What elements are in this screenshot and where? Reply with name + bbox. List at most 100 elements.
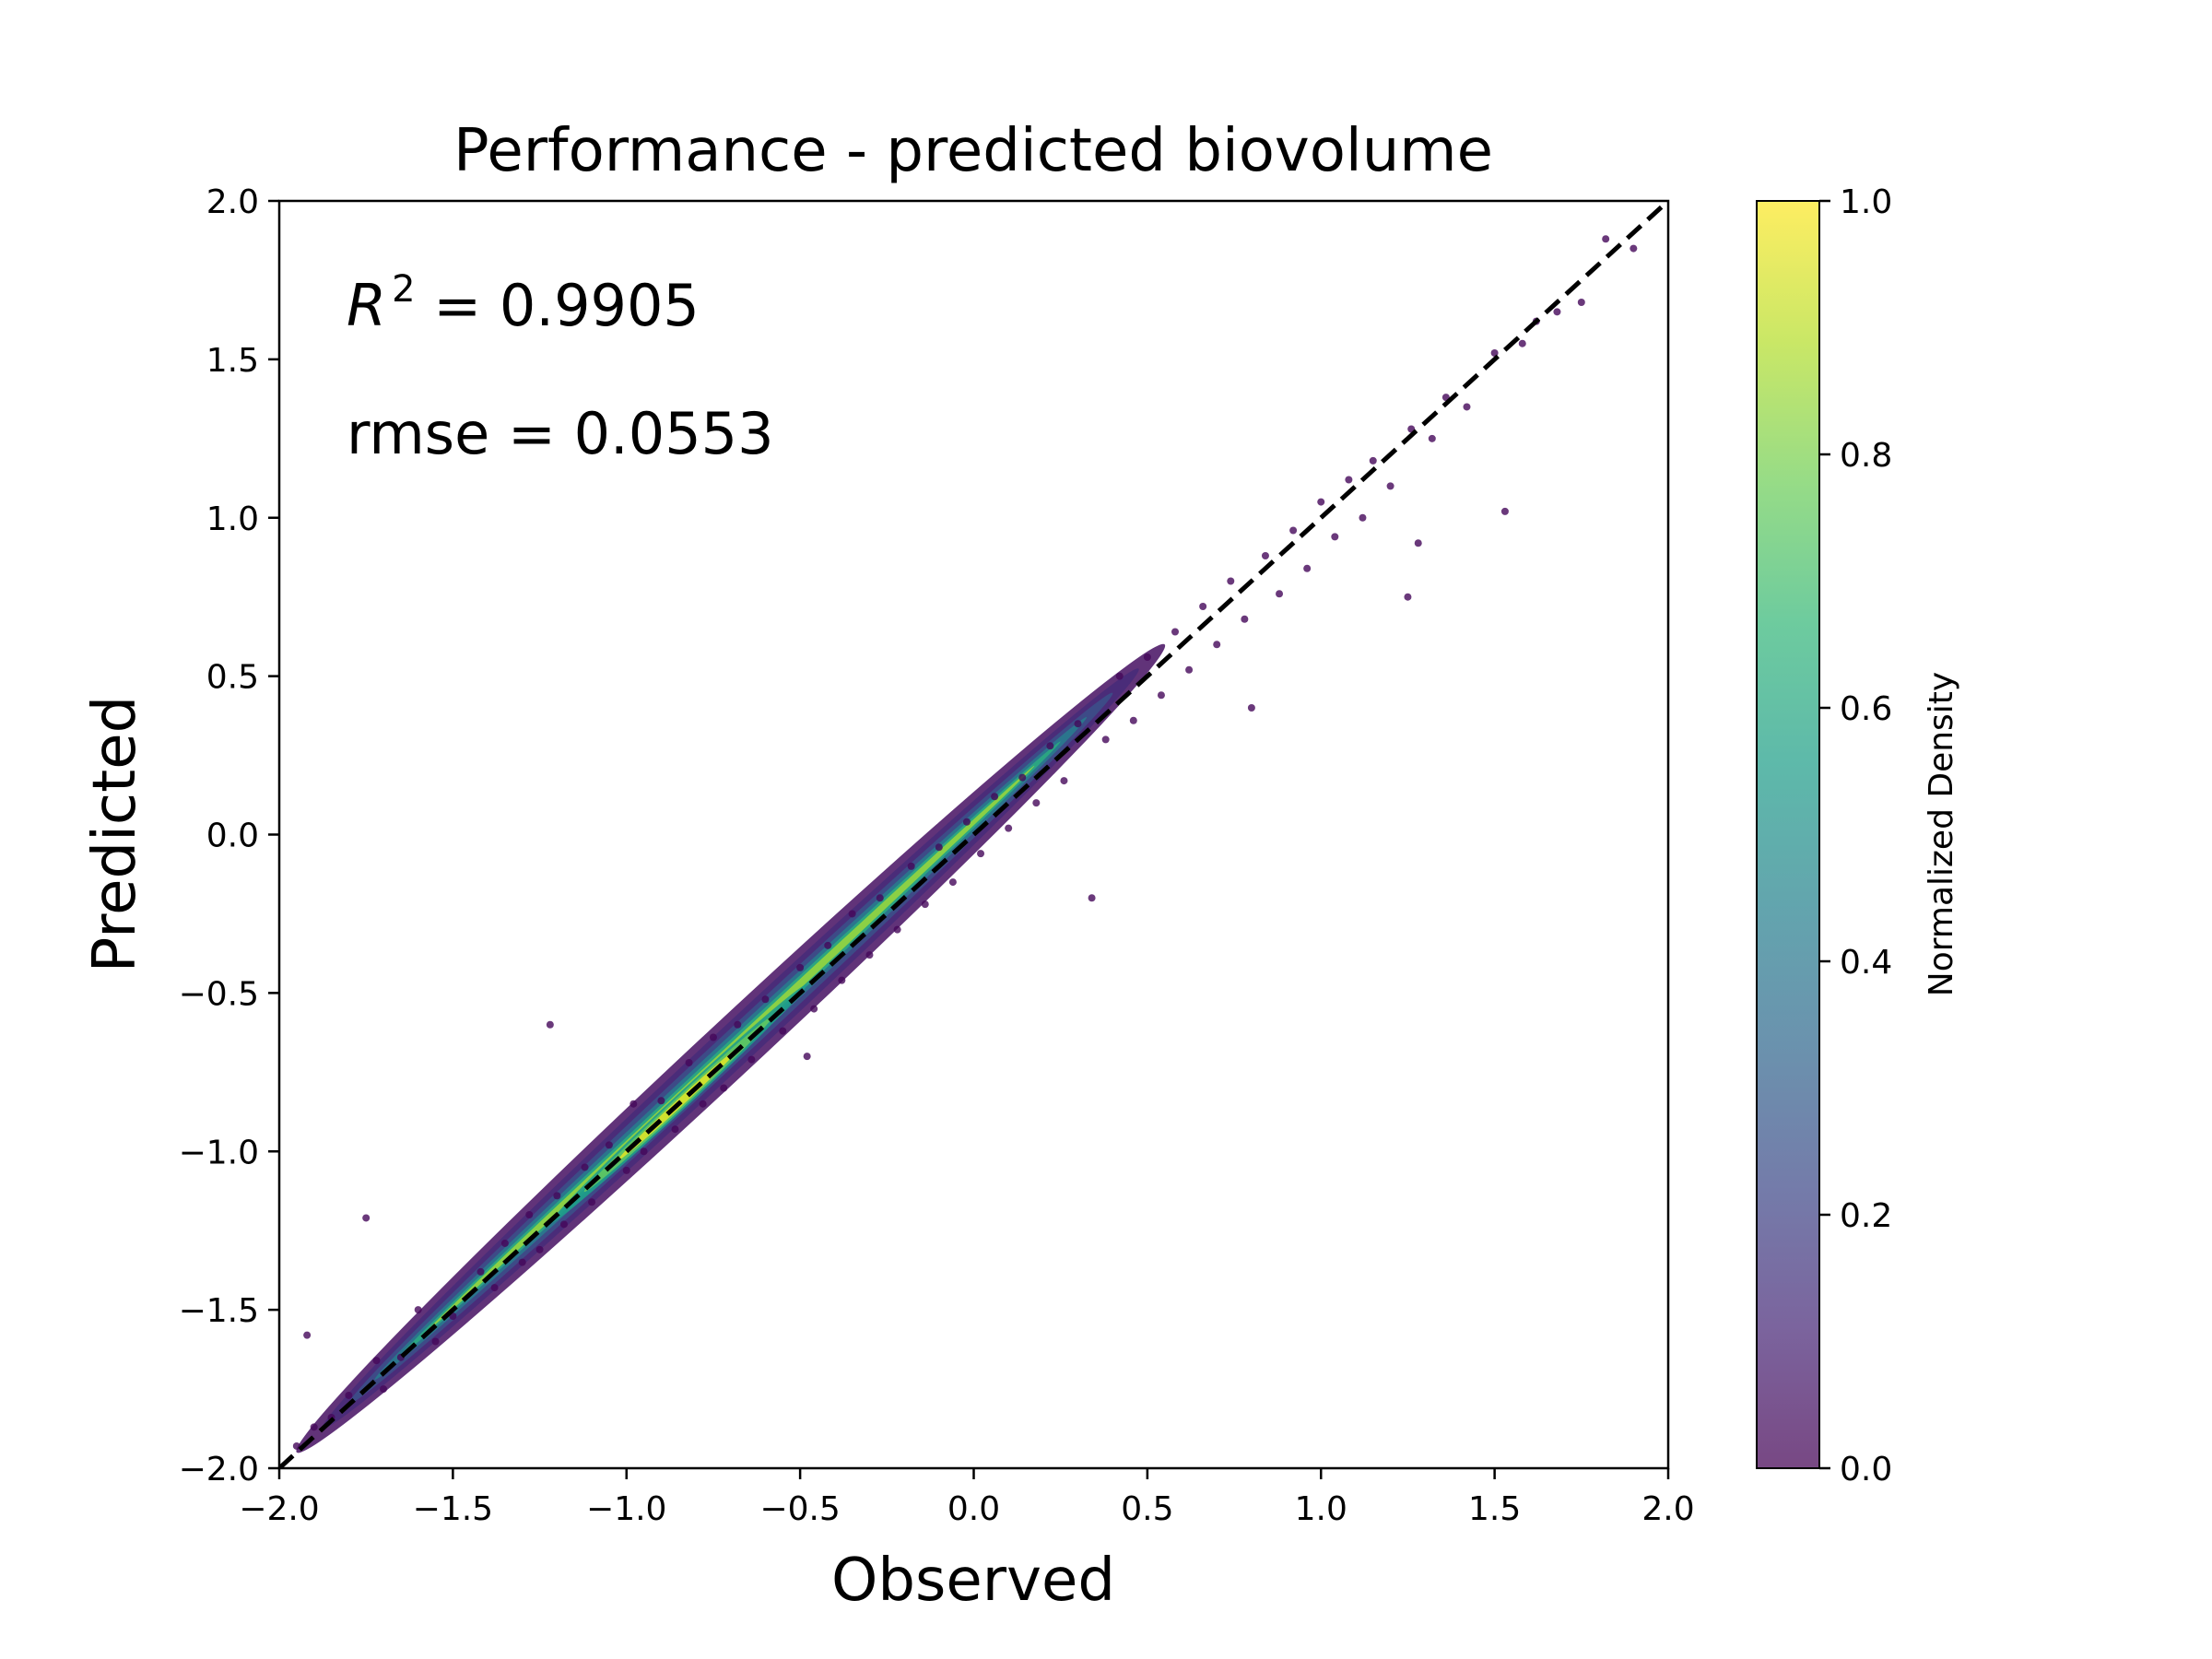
scatter-point — [1463, 403, 1471, 411]
scatter-point — [1577, 299, 1585, 306]
scatter-point — [1289, 526, 1298, 535]
y-tick-label: 0.5 — [206, 659, 259, 697]
scatter-point — [779, 1027, 787, 1035]
scatter-point — [848, 910, 856, 918]
scatter-point — [1276, 590, 1284, 598]
scatter-point — [581, 1163, 589, 1171]
scatter-point — [1213, 641, 1221, 649]
scatter-point — [518, 1258, 526, 1266]
scatter-point — [803, 1053, 811, 1061]
scatter-point — [546, 1020, 554, 1029]
scatter-point — [876, 894, 884, 902]
scatter-point — [1345, 476, 1353, 484]
rmse-annotation: rmse = 0.0553 — [347, 400, 774, 467]
scatter-point — [1129, 716, 1137, 724]
scatter-point — [1386, 482, 1394, 490]
scatter-point — [935, 843, 943, 852]
scatter-point — [907, 862, 915, 870]
r2-symbol: R — [347, 272, 386, 339]
scatter-point — [303, 1331, 312, 1339]
scatter-point — [720, 1084, 728, 1092]
chart-title: Performance - predicted biovolume — [453, 117, 1493, 185]
colorbar-ticks: 0.0 0.2 0.4 0.6 0.8 1.0 — [1819, 183, 1892, 1488]
scatter-point — [699, 1100, 707, 1108]
scatter-point — [1032, 799, 1041, 807]
colorbar-tick-label: 0.0 — [1840, 1451, 1892, 1488]
scatter-point — [671, 1125, 679, 1134]
colorbar-label: Normalized Density — [1923, 672, 1960, 996]
scatter-point — [1303, 564, 1312, 572]
scatter-point — [1143, 653, 1151, 661]
scatter-point — [1630, 244, 1638, 253]
scatter-point — [1261, 552, 1269, 559]
scatter-point — [991, 793, 999, 801]
x-tick-label: 1.5 — [1468, 1490, 1521, 1528]
y-axis-label: Predicted — [81, 696, 149, 972]
colorbar-tick-label: 0.4 — [1840, 944, 1892, 982]
colorbar — [1756, 200, 1820, 1469]
x-tick-label: 0.5 — [1121, 1490, 1173, 1528]
scatter-point — [657, 1097, 665, 1105]
scatter-point — [1404, 593, 1412, 601]
scatter-point — [1369, 456, 1377, 465]
scatter-point — [921, 900, 929, 909]
density-cloud — [296, 643, 1166, 1453]
scatter-point — [1199, 603, 1207, 610]
scatter-point — [685, 1059, 693, 1066]
scatter-point — [1060, 777, 1068, 785]
scatter-point — [640, 1147, 648, 1156]
scatter-point — [1602, 235, 1610, 243]
scatter-point — [1317, 498, 1325, 506]
x-tick-label: 0.0 — [947, 1490, 1000, 1528]
y-tick-label: −1.5 — [179, 1292, 259, 1330]
scatter-point — [948, 878, 957, 887]
colorbar-tick-label: 1.0 — [1840, 183, 1892, 221]
scatter-point — [838, 976, 846, 984]
scatter-point — [477, 1267, 485, 1276]
scatter-point — [1171, 628, 1180, 636]
scatter-point — [431, 1337, 440, 1346]
x-axis-ticks: −2.0 −1.5 −1.0 −0.5 0.0 0.5 1.0 1.5 2.0 — [239, 1468, 1695, 1528]
scatter-point — [761, 995, 770, 1004]
scatter-point — [535, 1245, 544, 1253]
scatter-point — [1518, 339, 1526, 347]
y-tick-label: −1.0 — [179, 1134, 259, 1171]
scatter-point — [362, 1214, 371, 1222]
scatter-point — [414, 1306, 422, 1314]
y-tick-label: 0.0 — [206, 818, 259, 855]
scatter-point — [1046, 742, 1054, 750]
scatter-point — [1088, 894, 1096, 902]
svg-text:R2 = 0.9905: R2 = 0.9905 — [347, 268, 700, 339]
scatter-point — [345, 1391, 353, 1399]
r2-exponent: 2 — [392, 268, 415, 311]
y-tick-label: 2.0 — [206, 183, 259, 221]
scatter-point — [380, 1385, 388, 1394]
x-tick-label: −2.0 — [239, 1490, 319, 1528]
scatter-point — [372, 1357, 381, 1365]
scatter-point — [824, 941, 832, 949]
scatter-point — [1414, 539, 1422, 547]
scatter-point — [1359, 513, 1367, 522]
scatter-point — [629, 1100, 638, 1108]
scatter-point — [310, 1423, 318, 1431]
scatter-point — [1101, 735, 1110, 744]
colorbar-tick-label: 0.8 — [1840, 437, 1892, 475]
scatter-point — [605, 1141, 613, 1149]
scatter-point — [1241, 615, 1249, 623]
x-tick-label: −0.5 — [759, 1490, 840, 1528]
x-tick-label: 1.0 — [1295, 1490, 1347, 1528]
scatter-point — [796, 963, 805, 971]
scatter-point — [1005, 824, 1013, 832]
scatter-point — [553, 1192, 561, 1200]
scatter-point — [525, 1211, 534, 1218]
identity-reference-line — [279, 201, 1668, 1468]
y-axis-ticks: −2.0 −1.5 −1.0 −0.5 0.0 0.5 1.0 1.5 2.0 — [179, 183, 279, 1488]
scatter-point — [977, 850, 985, 858]
scatter-point — [709, 1033, 717, 1041]
scatter-point — [962, 818, 971, 826]
x-axis-label: Observed — [831, 1547, 1115, 1615]
colorbar-tick-label: 0.2 — [1840, 1197, 1892, 1235]
y-tick-label: 1.5 — [206, 342, 259, 380]
